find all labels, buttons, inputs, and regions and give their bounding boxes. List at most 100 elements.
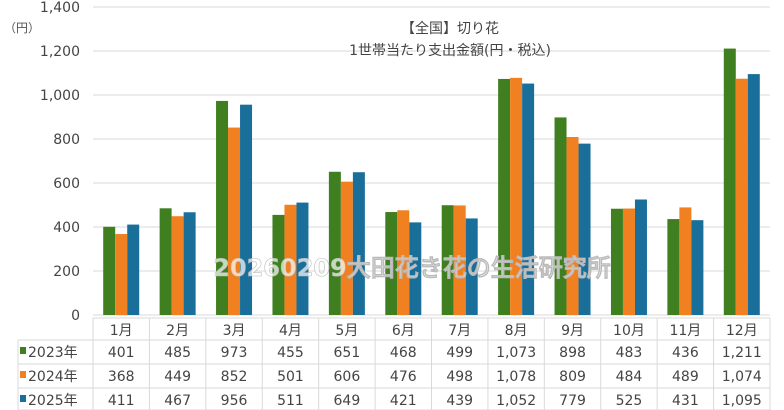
bar-2024年-2月 [171,216,184,315]
y-tick-label: 600 [53,176,80,192]
gridlines [93,6,770,316]
table-cell-value: 467 [164,393,191,409]
bar-2025年-3月 [240,104,253,316]
bar-2023年-6月 [385,212,398,315]
bar-2025年-9月 [578,143,591,315]
bar-2024年-7月 [453,205,466,315]
bar-2023年-7月 [441,205,454,315]
table-cell-value: 499 [446,345,473,361]
table-cell-value: 501 [277,369,304,385]
category-label: 4月 [279,323,302,339]
table-cell-value: 401 [108,345,135,361]
bar-2025年-7月 [465,218,478,315]
bar-2025年-8月 [522,83,535,315]
table-cell-value: 484 [616,369,643,385]
bar-2024年-11月 [679,207,692,315]
bar-2025年-1月 [127,224,140,315]
bar-2023年-12月 [723,48,736,316]
category-label: 10月 [613,323,645,339]
category-label: 12月 [726,323,758,339]
category-label: 11月 [669,323,701,339]
bar-2024年-8月 [510,77,523,315]
category-label: 5月 [335,323,358,339]
y-tick-label: 0 [71,308,80,324]
data-table: 1月 2月 3月 4月 5月 6月 7月 8月 9月 10月 11月 12月 2023年 401 485 97… [17,317,771,410]
bar-2024年-5月 [340,181,353,315]
table-cell-value: 525 [616,393,643,409]
bar-2024年-9月 [566,137,579,315]
table-cell-value: 485 [164,345,191,361]
table-cell-value: 449 [164,369,191,385]
table-cell-value: 411 [108,393,135,409]
table-cell-value: 606 [334,369,361,385]
table-cell-value: 368 [108,369,135,385]
bar-2023年-5月 [328,171,341,315]
legend-label: 2023年 [28,345,78,361]
table-cell-value: 1,073 [496,345,536,361]
bars [103,48,760,316]
y-tick-label: 800 [53,132,80,148]
bar-2024年-6月 [397,210,410,315]
table-cell-value: 476 [390,369,417,385]
table-cell-value: 1,052 [496,393,536,409]
legend-label: 2024年 [28,369,78,385]
bar-2025年-2月 [183,212,196,315]
table-cell-value: 468 [390,345,417,361]
table-cell-value: 439 [446,393,473,409]
table-cell-value: 1,074 [722,369,762,385]
bar-2023年-1月 [103,226,116,315]
category-label: 6月 [392,323,415,339]
bar-2023年-8月 [498,78,511,315]
table-cell-value: 898 [559,345,586,361]
bar-2024年-3月 [228,127,241,315]
table-cell-value: 431 [672,393,699,409]
watermark: 20260209大田花き花の生活研究所 [213,254,611,282]
category-label: 1月 [110,323,133,339]
bar-2025年-11月 [691,220,704,315]
legend-swatch-2023年 [20,347,26,354]
table-cell-value: 973 [221,345,248,361]
bar-2025年-12月 [747,74,760,315]
table-cell-value: 498 [446,369,473,385]
y-tick-label: 1,000 [40,88,80,104]
bar-2024年-12月 [735,78,748,315]
y-axis-ticks: 0 200 400 600 800 1,000 1,200 1,400 [40,0,80,324]
table-cell-value: 809 [559,369,586,385]
chart-title-line2: 1世帯当たり支出金額(円・税込) [349,43,551,59]
table-cell-value: 421 [390,393,417,409]
chart-title-line1: 【全国】切り花 [401,20,499,37]
table-cell-value: 455 [277,345,304,361]
bar-2025年-10月 [634,199,647,315]
table-cell-value: 852 [221,369,248,385]
table-cell-value: 779 [559,393,586,409]
bar-2024年-1月 [115,234,128,315]
table-cell-value: 489 [672,369,699,385]
bar-2023年-4月 [272,214,285,315]
table-cell-value: 483 [616,345,643,361]
category-label: 2月 [166,323,189,339]
legend-swatch-2025年 [20,395,26,402]
y-axis-label: （円） [4,21,40,35]
category-label: 8月 [505,323,528,339]
table-cell-value: 1,095 [722,393,762,409]
table-cell-value: 649 [334,393,361,409]
category-label: 7月 [448,323,471,339]
y-tick-label: 400 [53,220,80,236]
bar-2025年-6月 [409,222,422,315]
table-cell-value: 651 [334,345,361,361]
table-cell-value: 436 [672,345,699,361]
category-label: 9月 [561,323,584,339]
bar-2023年-9月 [554,117,567,315]
legend-swatch-2024年 [20,371,26,378]
y-tick-label: 1,200 [40,44,80,60]
y-tick-label: 200 [53,264,80,280]
bar-2024年-4月 [284,204,297,315]
bar-2023年-10月 [610,208,623,315]
table-cell-value: 956 [221,393,248,409]
bar-2024年-10月 [622,208,635,315]
bar-2025年-5月 [352,172,365,315]
category-label: 3月 [223,323,246,339]
table-cell-value: 1,078 [496,369,536,385]
table-cell-value: 1,211 [722,345,762,361]
